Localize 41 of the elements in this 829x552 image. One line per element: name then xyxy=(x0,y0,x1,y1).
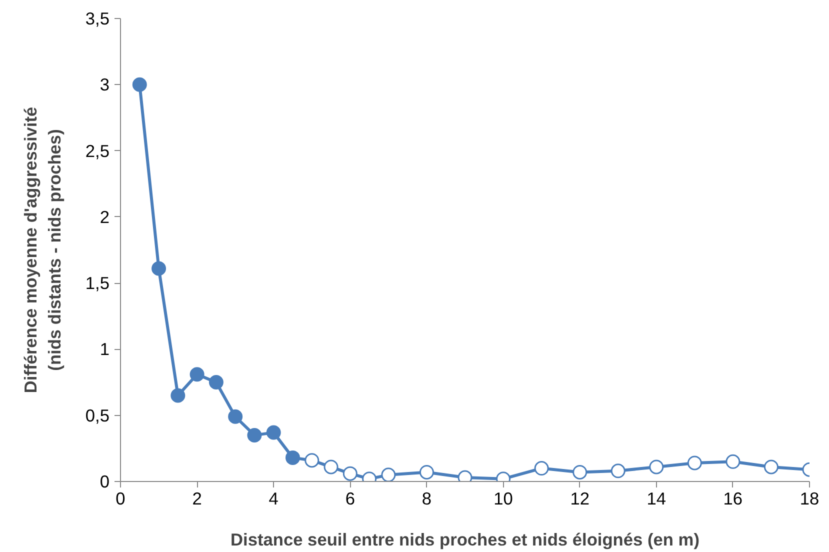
x-tick-label: 16 xyxy=(723,488,743,508)
x-tick-label: 12 xyxy=(570,488,590,508)
point xyxy=(132,77,147,92)
point xyxy=(190,367,204,382)
y-axis-title: Différence moyenne d'aggressivité (nids distants - nids proches) xyxy=(20,106,64,394)
point xyxy=(726,454,740,469)
point xyxy=(247,428,262,442)
x-tick-label: 14 xyxy=(646,488,666,508)
y-tick-label: 1,5 xyxy=(85,273,110,294)
point xyxy=(419,465,434,480)
point xyxy=(649,460,664,474)
y-tick-label: 0,5 xyxy=(85,405,110,426)
x-tick-label: 8 xyxy=(422,488,432,508)
point xyxy=(324,460,338,474)
x-tick-label: 10 xyxy=(494,488,513,508)
x-tick-label: 0 xyxy=(116,488,126,508)
x-tick-label: 6 xyxy=(345,488,355,508)
x-tick-label: 2 xyxy=(192,488,202,508)
y-tick-label: 0 xyxy=(100,472,110,492)
point xyxy=(764,460,778,474)
point xyxy=(228,409,243,424)
point xyxy=(152,261,166,276)
x-tick-label: 18 xyxy=(800,488,820,508)
point xyxy=(342,466,358,481)
y-tick-label: 3 xyxy=(100,74,110,95)
point xyxy=(286,450,300,465)
y-tick-label: 2 xyxy=(100,206,110,227)
point xyxy=(266,425,281,440)
point xyxy=(534,461,549,476)
x-axis-title: Distance seuil entre nids proches et nids éloignés (en m) xyxy=(230,530,700,550)
point xyxy=(170,388,186,403)
point xyxy=(687,456,702,470)
y-tick-label: 2,5 xyxy=(85,140,110,161)
point xyxy=(208,375,224,390)
point xyxy=(572,465,588,480)
y-tick-label: 1 xyxy=(100,339,110,360)
y-tick-label: 3,5 xyxy=(85,8,110,28)
x-tick-label: 4 xyxy=(268,488,279,508)
point xyxy=(381,468,396,482)
point xyxy=(610,464,626,478)
point xyxy=(304,453,320,468)
